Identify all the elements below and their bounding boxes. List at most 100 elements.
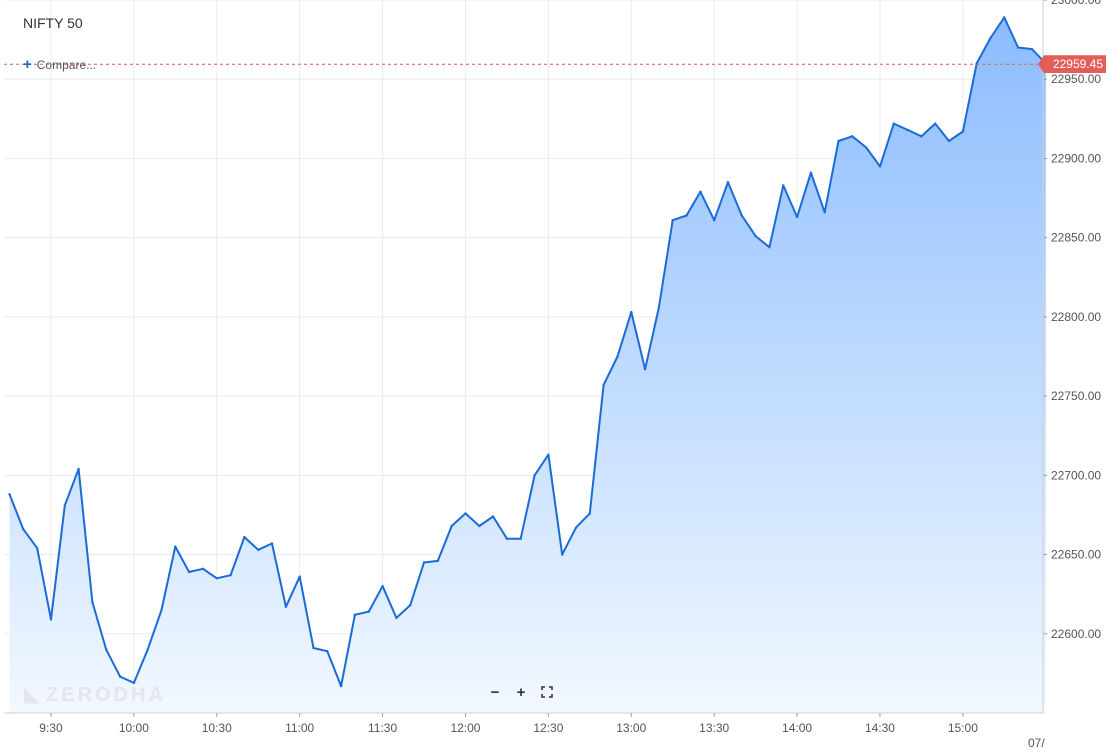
price-area: [9, 17, 1046, 713]
y-tick-label: 22800.00: [1051, 310, 1101, 324]
fullscreen-icon: [541, 686, 553, 698]
data-point: [782, 184, 785, 187]
data-point: [989, 36, 992, 40]
data-point: [464, 512, 467, 515]
data-point: [602, 383, 605, 387]
price-line: [8, 16, 1047, 688]
x-tick-label: 9:30: [39, 721, 63, 735]
compare-label: Compare...: [36, 58, 97, 72]
data-point: [132, 681, 136, 685]
data-point: [934, 122, 937, 125]
data-point: [643, 368, 647, 371]
data-point: [22, 528, 25, 531]
x-tick-label: 11:00: [285, 721, 314, 735]
watermark-text: ZERODHA: [46, 684, 166, 706]
data-point: [809, 171, 813, 174]
data-point: [1003, 16, 1006, 19]
zerodha-watermark: ZERODHA: [24, 684, 166, 707]
y-tick-label: 22750.00: [1051, 389, 1101, 403]
data-point: [726, 181, 730, 184]
data-point: [367, 610, 370, 613]
data-point: [422, 561, 426, 564]
y-tick-label: 22600.00: [1051, 627, 1101, 641]
data-point: [685, 214, 688, 217]
data-point: [174, 545, 177, 548]
data-point: [947, 139, 951, 143]
data-point: [478, 524, 481, 528]
price-points: [8, 16, 1048, 688]
zerodha-logo-icon: [24, 687, 40, 704]
data-point: [36, 547, 39, 550]
data-point: [795, 215, 799, 219]
data-point: [77, 467, 80, 471]
data-point: [450, 524, 453, 528]
data-point: [187, 570, 191, 574]
data-point: [91, 600, 94, 604]
symbol-title: NIFTY 50: [23, 15, 83, 31]
zoom-controls: − +: [484, 682, 558, 702]
data-point: [851, 135, 854, 138]
data-point: [63, 504, 66, 507]
data-point: [519, 537, 522, 540]
data-point: [215, 577, 218, 580]
y-tick-label: 22650.00: [1051, 548, 1101, 562]
x-tick-label: 15:00: [948, 721, 978, 735]
x-tick-label: 13:00: [616, 721, 646, 735]
data-point: [409, 604, 412, 607]
x-tick-label: 10:30: [202, 721, 232, 735]
area-fill: [9, 17, 1046, 713]
data-point: [298, 575, 301, 578]
data-point: [201, 567, 205, 570]
data-point: [671, 219, 674, 222]
x-tick-label: 10:00: [119, 721, 149, 735]
compare-button[interactable]: + Compare...: [23, 56, 97, 73]
minus-icon: −: [490, 683, 500, 701]
y-tick-label: 22850.00: [1051, 231, 1101, 245]
data-point: [892, 122, 895, 125]
data-point: [381, 585, 384, 588]
data-point: [395, 616, 398, 620]
data-point: [878, 165, 882, 168]
x-tick-label: 12:30: [533, 721, 563, 735]
data-point: [574, 526, 578, 529]
data-point: [49, 618, 53, 621]
data-point: [436, 559, 439, 563]
data-point: [657, 306, 661, 309]
data-point: [1016, 46, 1020, 49]
x-edge-label: 07/: [1028, 736, 1045, 750]
zoom-in-button[interactable]: +: [510, 682, 532, 702]
data-point: [353, 613, 357, 616]
data-point: [713, 219, 716, 222]
data-point: [339, 684, 343, 688]
y-tick-label: 23000.00: [1051, 0, 1101, 7]
x-tick-label: 14:30: [865, 721, 895, 735]
x-tick-label: 12:00: [450, 721, 480, 735]
axes: 22600.00 22650.00 22700.00 22750.00 22800.00…: [4, 0, 1101, 750]
data-point: [547, 453, 550, 456]
data-point: [105, 648, 108, 651]
zoom-out-button[interactable]: −: [484, 682, 506, 702]
data-point: [864, 146, 868, 149]
fullscreen-button[interactable]: [536, 682, 558, 702]
data-point: [284, 605, 288, 608]
data-point: [616, 355, 619, 358]
data-point: [229, 574, 232, 577]
data-point: [243, 535, 246, 539]
data-point: [491, 515, 495, 518]
data-point: [326, 650, 329, 653]
data-point: [561, 553, 564, 556]
data-point: [768, 246, 771, 249]
data-point: [505, 537, 509, 540]
x-tick-label: 13:30: [699, 721, 729, 735]
plus-icon: +: [23, 56, 32, 73]
y-tick-label: 22700.00: [1051, 468, 1101, 482]
y-tick-label: 22950.00: [1051, 72, 1101, 86]
data-point: [740, 214, 743, 217]
data-point: [630, 310, 633, 314]
series-line: [8, 16, 1047, 688]
data-point: [312, 646, 315, 650]
y-tick-label: 22900.00: [1051, 151, 1101, 165]
data-point: [906, 128, 909, 132]
data-point: [588, 512, 591, 515]
